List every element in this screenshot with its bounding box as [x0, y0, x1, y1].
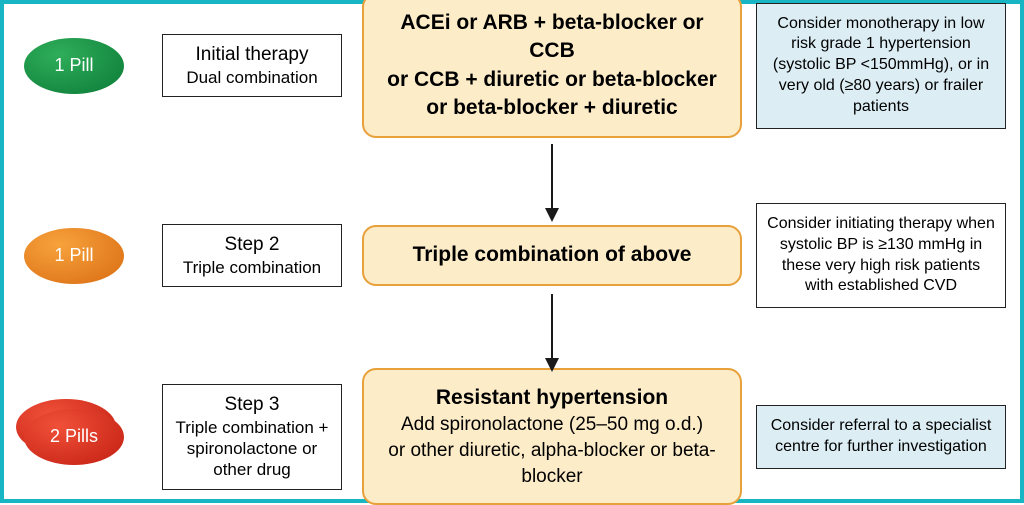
step-title: Step 2 [173, 233, 331, 257]
step-subtitle: Dual combination [173, 67, 331, 88]
pill-wrap: 1 Pill [4, 38, 144, 94]
step-box: Step 2Triple combination [162, 224, 342, 287]
pill-wrap: 2 Pills [4, 409, 144, 465]
therapy-box: ACEi or ARB + beta-blocker or CCBor CCB … [362, 0, 742, 138]
step-box: Step 3Triple combination + spironolacton… [162, 384, 342, 490]
flowchart-frame: ©ESC/ESH 2018 1 PillInitial therapyDual … [0, 0, 1024, 503]
therapy-line-bold: Resistant hypertension [380, 384, 724, 412]
therapy-line-bold: or beta-blocker + diuretic [380, 94, 724, 122]
pill-wrap: 1 Pill [4, 228, 144, 284]
therapy-box: Triple combination of above [362, 225, 742, 285]
arrow-down-icon [540, 144, 564, 222]
therapy-line: Add spironolactone (25–50 mg o.d.) [380, 412, 724, 438]
step-title: Step 3 [173, 393, 331, 417]
step-subtitle: Triple combination [173, 257, 331, 278]
pill-label: 2 Pills [50, 426, 98, 447]
therapy-line: or other diuretic, alpha-blocker or beta… [380, 438, 724, 489]
pill-label: 1 Pill [54, 55, 93, 76]
flow-row: 1 PillInitial therapyDual combinationACE… [4, 34, 1020, 97]
flow-row: 1 PillStep 2Triple combinationTriple com… [4, 224, 1020, 287]
therapy-line-bold: or CCB + diuretic or beta-blocker [380, 66, 724, 94]
pill-icon: 1 Pill [24, 38, 124, 94]
pill-icon: 2 Pills [24, 409, 124, 465]
arrow-down-icon [540, 294, 564, 372]
therapy-line-bold: Triple combination of above [380, 241, 724, 269]
flow-row: 2 Pills Step 3Triple combination + spiron… [4, 384, 1020, 490]
therapy-line-bold: ACEi or ARB + beta-blocker or CCB [380, 9, 724, 66]
therapy-box: Resistant hypertensionAdd spironolactone… [362, 368, 742, 505]
consider-box: Consider monotherapy in low risk grade 1… [756, 3, 1006, 129]
pill-icon: 1 Pill [24, 228, 124, 284]
pill-label: 1 Pill [54, 245, 93, 266]
step-box: Initial therapyDual combination [162, 34, 342, 97]
step-title: Initial therapy [173, 43, 331, 67]
consider-box: Consider initiating therapy when systoli… [756, 203, 1006, 308]
consider-box: Consider referral to a specialist centre… [756, 405, 1006, 469]
step-subtitle: Triple combination + spironolactone or o… [173, 417, 331, 481]
